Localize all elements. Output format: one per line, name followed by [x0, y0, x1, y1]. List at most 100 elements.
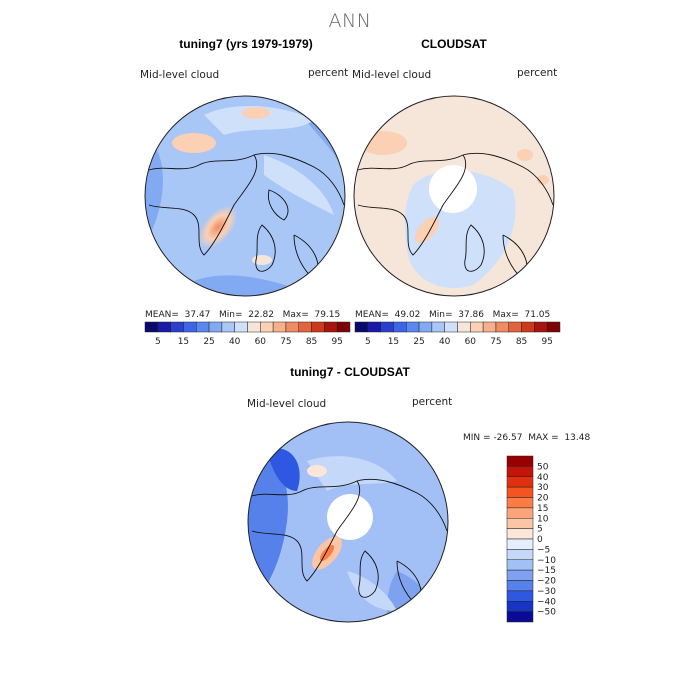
diff-units-label: percent	[412, 396, 453, 408]
colorbar-box	[418, 321, 433, 333]
diff-field-region	[307, 465, 327, 477]
colorbar-tick-label: 95	[541, 337, 552, 347]
colorbar-tick-label: −10	[537, 556, 556, 566]
model-coastline	[255, 224, 276, 272]
model-colorbar: 5 15 25 40 60 75 85 95	[144, 321, 351, 347]
colorbar-box	[444, 321, 458, 333]
model-coastline	[267, 189, 289, 221]
obs-mean-value: 49.02	[394, 310, 421, 320]
obs-field-region	[517, 149, 533, 161]
colorbar-tick-label: 85	[306, 337, 317, 347]
model-coastline	[148, 154, 258, 256]
diff-max-label: MAX =	[528, 433, 559, 443]
colorbar-tick-label: 0	[537, 535, 543, 545]
model-mean-label: MEAN=	[145, 310, 179, 320]
colorbar-box	[367, 321, 381, 333]
obs-colorbar: 5 15 25 40 60 75 85 95	[354, 321, 561, 347]
model-max-value: 79.15	[314, 310, 341, 320]
colorbar-tick-label: 60	[255, 337, 267, 347]
colorbar-box	[234, 321, 248, 333]
colorbar-tick-label: 40	[537, 473, 549, 483]
colorbar-tick-label: 5	[155, 337, 161, 347]
diff-polar-map	[247, 421, 449, 623]
model-min-label: Min=	[218, 310, 243, 320]
model-field-region	[172, 133, 216, 153]
model-units-label: percent	[308, 67, 349, 79]
colorbar-tick-label: 15	[178, 337, 189, 347]
colorbar-box	[336, 321, 351, 333]
diff-min-value: -26.57	[493, 433, 523, 443]
colorbar-tick-label: 5	[365, 337, 371, 347]
colorbar-box	[144, 321, 159, 333]
colorbar-tick-label: −15	[537, 566, 556, 576]
diff-coastline	[356, 478, 448, 532]
colorbar-tick-label: 95	[331, 337, 342, 347]
obs-coastline	[462, 152, 554, 206]
colorbar-box	[506, 486, 534, 498]
diff-min-label: MIN =	[463, 433, 491, 443]
colorbar-box	[506, 569, 534, 581]
obs-coastline	[357, 154, 467, 256]
colorbar-box	[508, 321, 522, 333]
diff-panel-title: tuning7 - CLOUDSAT	[290, 365, 410, 379]
model-max-label: Max=	[282, 310, 309, 320]
colorbar-tick-label: 15	[388, 337, 399, 347]
colorbar-tick-label: 60	[465, 337, 477, 347]
colorbar-box	[298, 321, 312, 333]
obs-min-label: Min=	[428, 310, 453, 320]
colorbar-box	[546, 321, 561, 333]
colorbar-box	[521, 321, 535, 333]
colorbar-box	[272, 321, 287, 333]
diff-coastline	[358, 550, 379, 598]
obs-coastline	[464, 224, 485, 272]
colorbar-box	[506, 580, 534, 592]
colorbar-tick-label: 20	[537, 494, 549, 504]
colorbar-tick-label: 50	[537, 462, 549, 472]
obs-panel-title: CLOUDSAT	[421, 37, 487, 51]
diff-coastline	[251, 480, 361, 582]
obs-field-region	[359, 131, 407, 155]
diff-map-boundary	[247, 421, 449, 623]
model-field-region	[252, 255, 272, 265]
colorbar-box	[380, 321, 394, 333]
colorbar-tick-label: 40	[439, 337, 451, 347]
colorbar-box	[506, 466, 534, 477]
colorbar-box	[506, 476, 534, 488]
model-stats: MEAN= 37.47 Min= 22.82 Max= 79.15	[145, 310, 340, 320]
diff-missing-data-hole	[327, 494, 373, 540]
model-mean-value: 37.47	[184, 310, 211, 320]
colorbar-box	[208, 321, 223, 333]
obs-stats: MEAN= 49.02 Min= 37.86 Max= 71.05	[355, 310, 550, 320]
colorbar-box	[393, 321, 407, 333]
model-polar-map	[144, 95, 346, 297]
diff-field-region	[307, 456, 397, 491]
colorbar-box	[406, 321, 420, 333]
colorbar-box	[506, 590, 534, 602]
colorbar-box	[506, 611, 534, 623]
diff-stats: MIN = -26.57 MAX = 13.48	[463, 433, 590, 443]
colorbar-tick-label: −20	[537, 577, 556, 587]
obs-max-value: 71.05	[524, 310, 551, 320]
colorbar-box	[221, 321, 235, 333]
obs-variable-label: Mid-level cloud	[352, 69, 432, 81]
colorbar-box	[506, 455, 534, 467]
colorbar-box	[247, 321, 261, 333]
colorbar-tick-label: 25	[413, 337, 424, 347]
model-min-value: 22.82	[248, 310, 274, 320]
colorbar-box	[196, 321, 210, 333]
colorbar-tick-label: 30	[537, 483, 549, 493]
colorbar-box	[470, 321, 484, 333]
model-field-region	[264, 155, 334, 215]
colorbar-box	[457, 321, 471, 333]
obs-polar-map	[353, 95, 555, 297]
colorbar-box	[506, 518, 534, 529]
obs-mean-label: MEAN=	[355, 310, 389, 320]
colorbar-box	[506, 601, 534, 612]
colorbar-box	[482, 321, 497, 333]
obs-field-region	[537, 175, 549, 185]
colorbar-tick-label: 10	[537, 514, 549, 524]
colorbar-box	[183, 321, 197, 333]
colorbar-box	[506, 549, 534, 560]
colorbar-box	[324, 321, 338, 333]
obs-max-label: Max=	[492, 310, 519, 320]
